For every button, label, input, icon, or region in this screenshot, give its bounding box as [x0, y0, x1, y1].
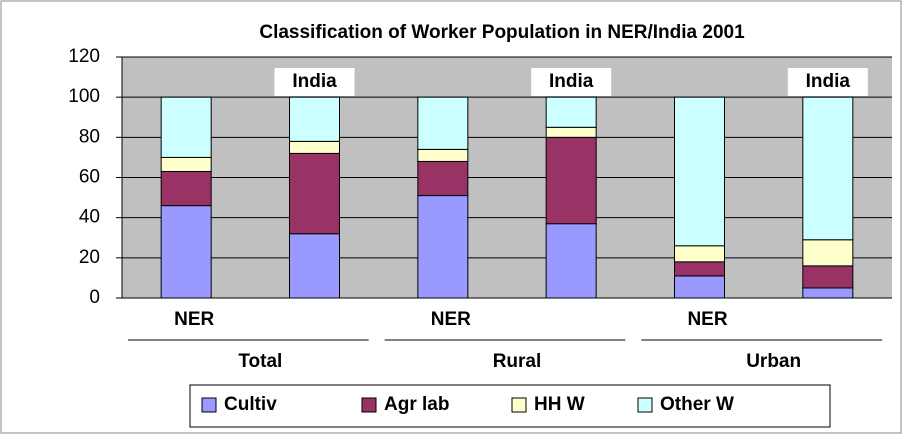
bar-segment [289, 96, 340, 142]
bar-segment [802, 287, 854, 299]
bar-segment [674, 245, 725, 263]
group-label: Urban [746, 351, 801, 372]
category-label: NER [174, 309, 214, 330]
legend-swatch [361, 397, 377, 413]
bar-segment [417, 96, 469, 150]
y-tick-label: 40 [79, 207, 100, 228]
bar-segment [674, 96, 725, 247]
category-label-bg [531, 68, 612, 96]
legend-label: Cultiv [224, 394, 277, 415]
group-label: Rural [493, 351, 542, 372]
bar-segment [160, 205, 212, 299]
y-tick-label: 120 [68, 46, 100, 67]
category-label: India [292, 71, 337, 92]
legend-label: HH W [534, 394, 585, 415]
y-tick-label: 20 [79, 247, 100, 268]
bar-segment [545, 126, 597, 138]
legend-swatch [201, 397, 217, 413]
bar-segment [160, 96, 212, 158]
bar-segment [417, 195, 469, 299]
bar-segment [545, 136, 597, 225]
bar-segment [674, 275, 725, 299]
legend-label: Agr lab [384, 394, 449, 415]
bar-segment [160, 156, 212, 172]
bar-segment [802, 96, 854, 241]
bar-segment [417, 148, 469, 162]
legend-box [189, 384, 831, 428]
group-label: Total [238, 351, 282, 372]
legend-swatch [511, 397, 527, 413]
bar-segment [802, 239, 854, 267]
y-tick-label: 80 [79, 126, 100, 147]
bar-segment [545, 223, 597, 299]
bar-segment [289, 233, 340, 299]
category-label: NER [687, 309, 727, 330]
bar-segment [417, 160, 469, 197]
y-tick-label: 60 [79, 167, 100, 188]
category-label-bg [274, 68, 355, 96]
bar-segment [289, 152, 340, 235]
legend-swatch [637, 397, 653, 413]
y-tick-label: 100 [68, 86, 100, 107]
category-label-bg [787, 68, 868, 96]
bar-segment [545, 96, 597, 128]
bar-segment [289, 140, 340, 154]
bar-segment [802, 265, 854, 289]
category-label: NER [431, 309, 471, 330]
y-tick-label: 0 [89, 287, 100, 308]
category-label: India [806, 71, 851, 92]
category-label: India [549, 71, 594, 92]
chart-title: Classification of Worker Population in N… [259, 22, 745, 43]
bar-segment [674, 261, 725, 277]
legend-label: Other W [660, 394, 734, 415]
bar-segment [160, 170, 212, 207]
